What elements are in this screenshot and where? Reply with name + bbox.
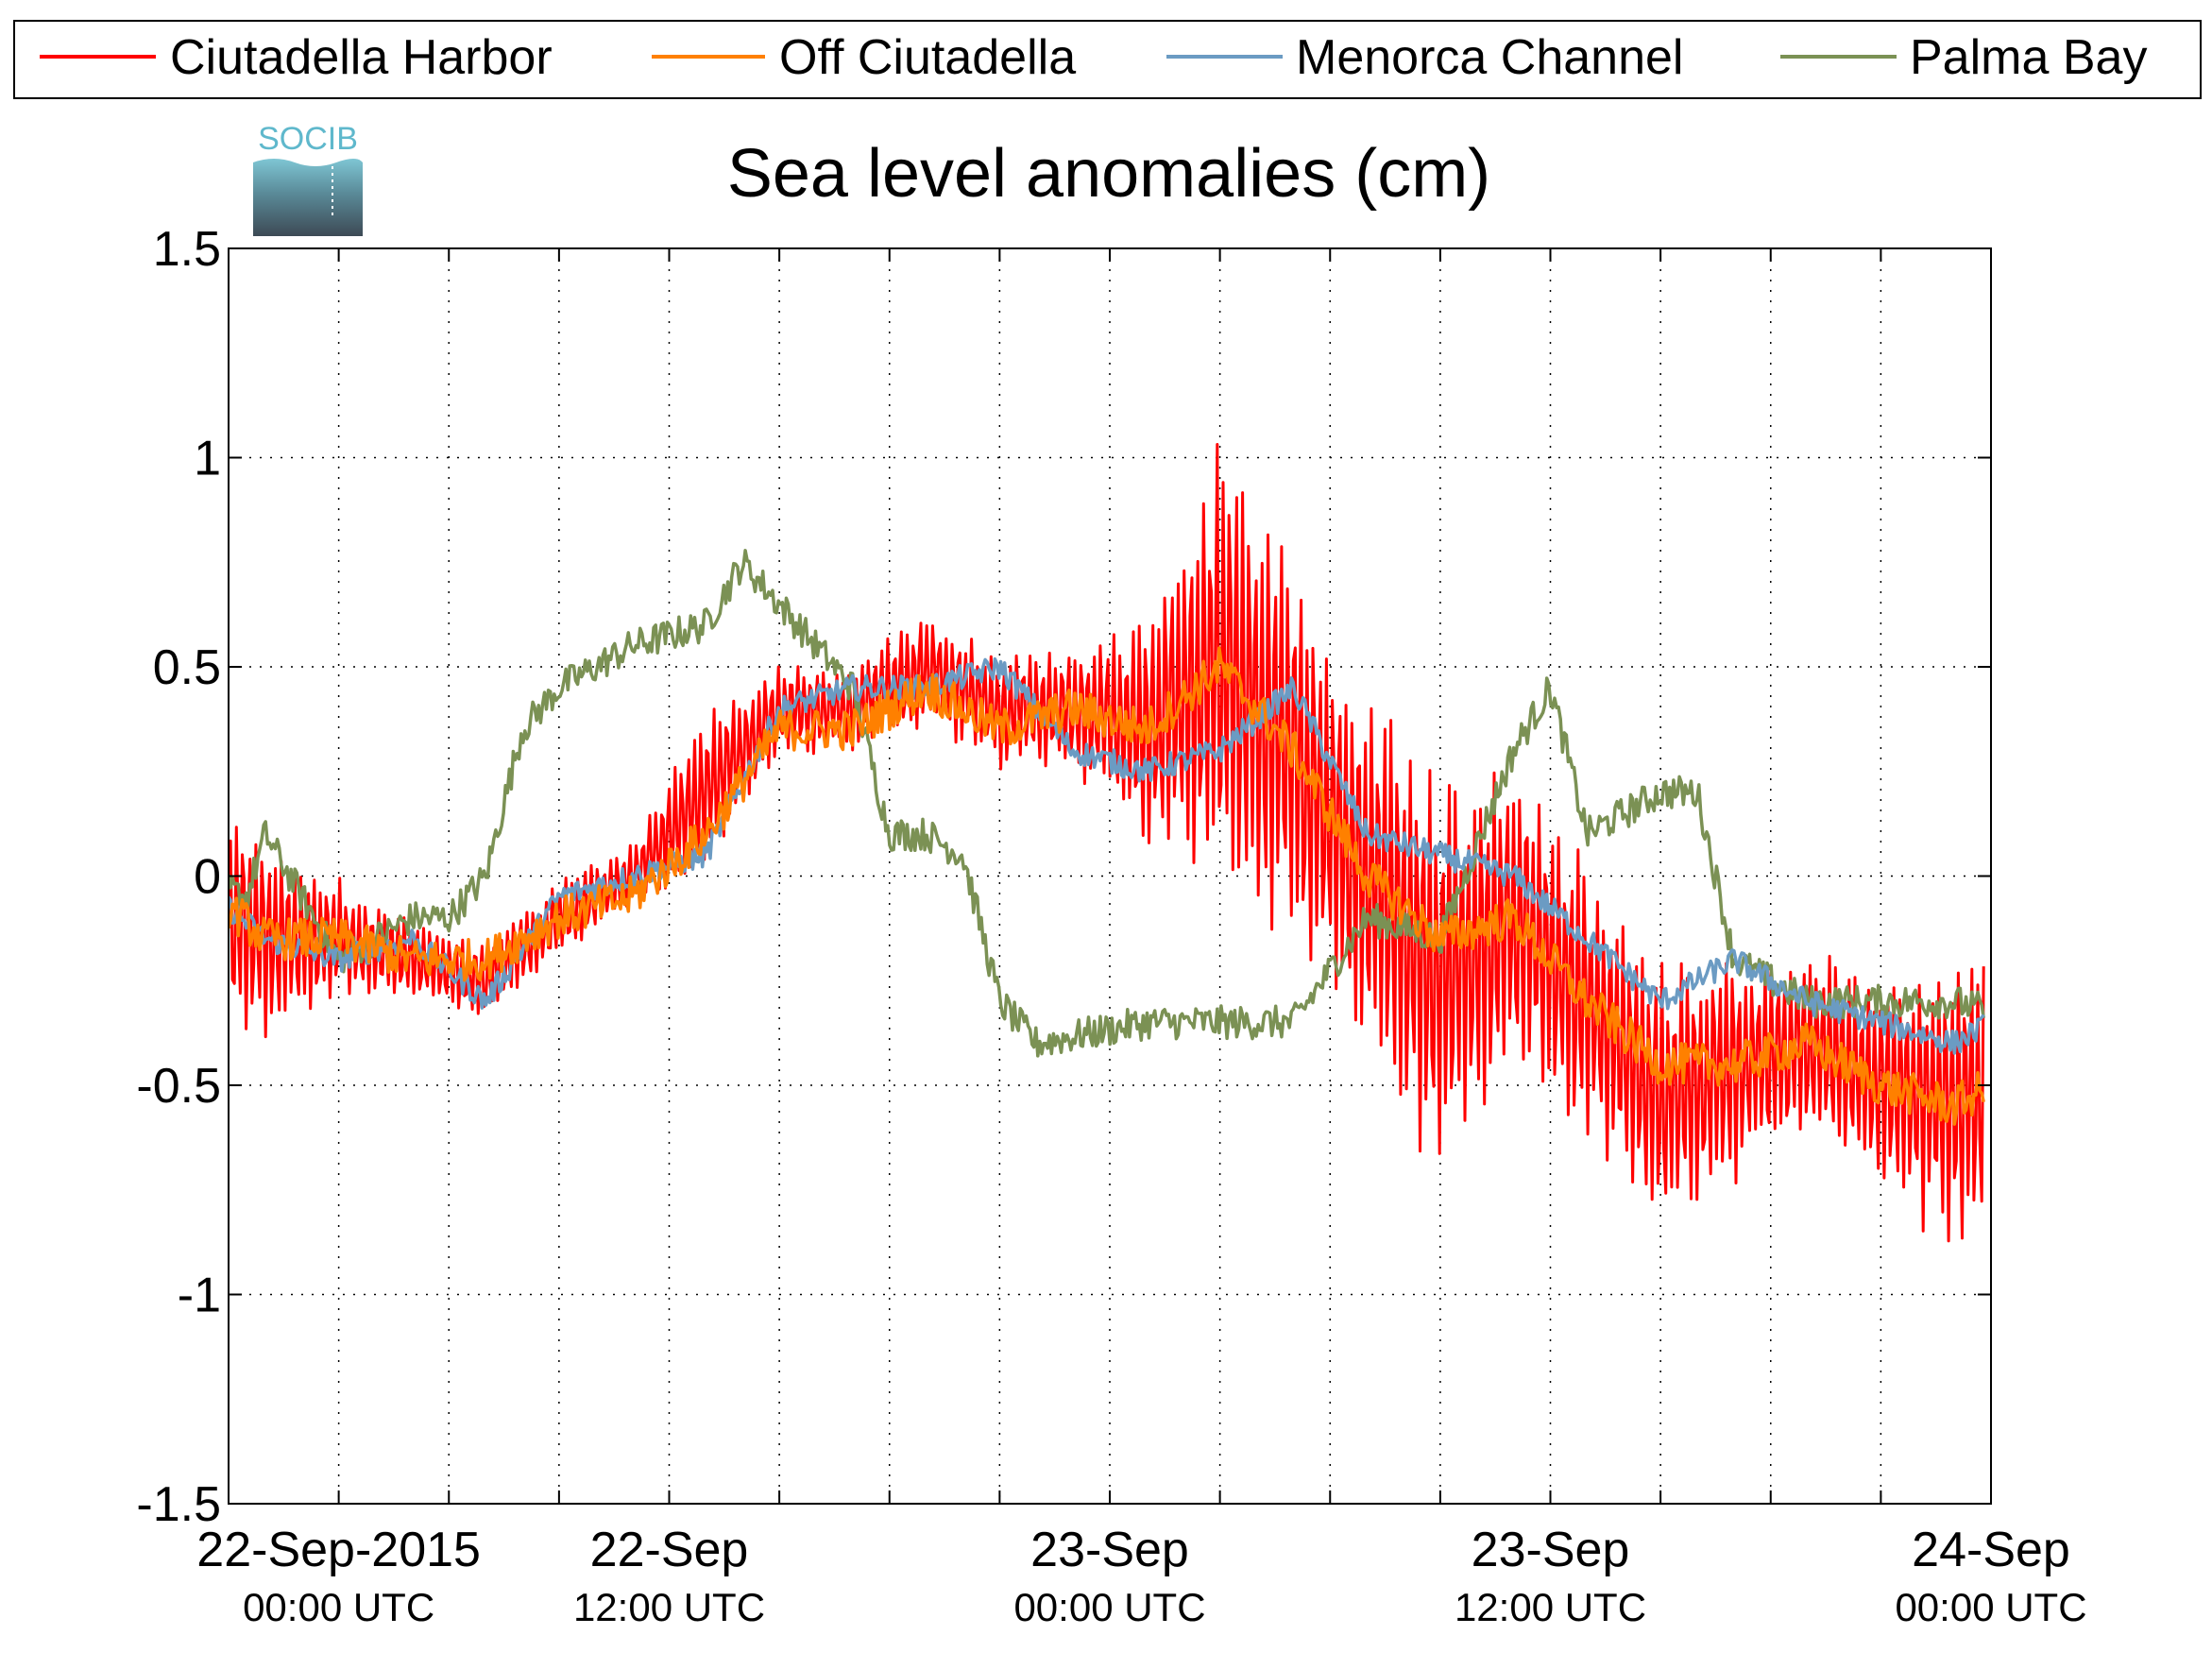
legend: Ciutadella Harbor Off Ciutadella Menorca…: [13, 20, 2202, 99]
legend-entry-off-ciutadella: Off Ciutadella: [652, 30, 1076, 85]
y-tick-label: -1.5: [136, 1477, 221, 1532]
x-tick-label-time: 12:00 UTC: [573, 1585, 765, 1629]
x-tick-label-date: 23-Sep: [1472, 1523, 1630, 1577]
grid: [229, 248, 1991, 1504]
x-tick-label-time: 00:00 UTC: [1013, 1585, 1205, 1629]
x-axis-tick-labels: 22-Sep-2015 00:00 UTC 22-Sep 12:00 UTC 23-Se…: [196, 1523, 2086, 1629]
x-tick-label-date: 24-Sep: [1912, 1523, 2070, 1577]
series-line-ciutadella-harbor: [229, 443, 1985, 1243]
x-tick-label-date: 22-Sep-2015: [196, 1523, 481, 1577]
series-layer: [229, 443, 1985, 1243]
y-axis-tick-labels: 1.5 1 0.5 0 -0.5 -1 -1.5: [136, 222, 221, 1532]
x-tick-label-date: 23-Sep: [1030, 1523, 1189, 1577]
legend-label-ciutadella-harbor: Ciutadella Harbor: [170, 30, 553, 85]
socib-logo: SOCIB: [253, 121, 363, 236]
legend-label-off-ciutadella: Off Ciutadella: [779, 30, 1076, 85]
legend-entry-palma-bay: Palma Bay: [1780, 30, 2147, 85]
x-tick-label-time: 12:00 UTC: [1455, 1585, 1646, 1629]
legend-entry-ciutadella-harbor: Ciutadella Harbor: [40, 30, 553, 85]
y-tick-label: 0: [194, 850, 221, 905]
y-tick-label: -0.5: [136, 1059, 221, 1114]
x-tick-label-date: 22-Sep: [590, 1523, 749, 1577]
y-tick-label: 0.5: [153, 640, 221, 695]
series-line-off-ciutadella: [229, 646, 1985, 1126]
x-tick-label-time: 00:00 UTC: [243, 1585, 434, 1629]
legend-label-palma-bay: Palma Bay: [1910, 30, 2147, 85]
logo-text: SOCIB: [258, 121, 358, 157]
x-tick-label-time: 00:00 UTC: [1895, 1585, 2086, 1629]
logo-wave-shape: [253, 159, 363, 236]
series-line-palma-bay: [229, 549, 1985, 1058]
legend-box: [13, 20, 2202, 99]
y-tick-label: -1: [178, 1269, 221, 1323]
axis-ticks: [228, 247, 1992, 1505]
y-tick-label: 1.5: [153, 222, 221, 277]
y-tick-label: 1: [194, 432, 221, 486]
series-line-menorca-channel: [229, 656, 1985, 1055]
legend-label-menorca-channel: Menorca Channel: [1296, 30, 1683, 85]
legend-entry-menorca-channel: Menorca Channel: [1166, 30, 1683, 85]
chart-title: Sea level anomalies (cm): [727, 136, 1490, 212]
